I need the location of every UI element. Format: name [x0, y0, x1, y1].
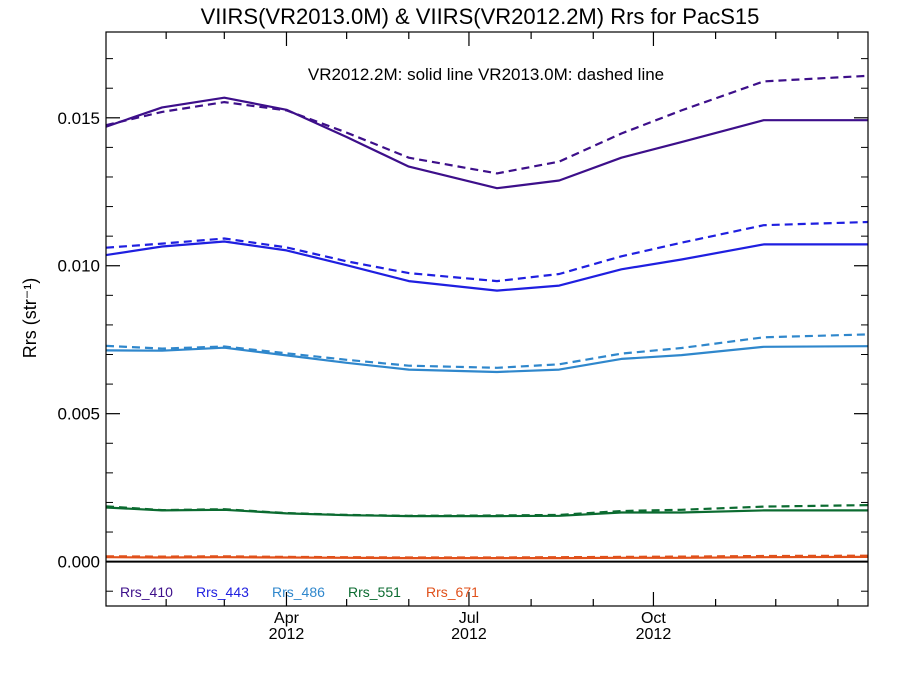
chart-legend: Rrs_410 Rrs_443 Rrs_486 Rrs_551 Rrs_671 [120, 584, 479, 600]
y-tick-label: 0.015 [57, 109, 100, 128]
series-line-rrs-486-dashed [105, 333, 869, 369]
legend-item-rrs-551: Rrs_551 [348, 584, 401, 600]
x-tick-label-year: 2012 [451, 626, 487, 643]
legend-item-rrs-486: Rrs_486 [272, 584, 325, 600]
plot-frame [105, 31, 869, 607]
x-tick-label-month: Jul [459, 610, 479, 627]
chart-title: VIIRS(VR2013.0M) & VIIRS(VR2012.2M) Rrs … [201, 4, 760, 29]
legend-item-rrs-443: Rrs_443 [196, 584, 249, 600]
x-tick-label-month: Apr [274, 610, 300, 627]
y-tick-label: 0.010 [57, 257, 100, 276]
series-line-rrs-410-dashed [105, 74, 869, 175]
y-tick-label: 0.005 [57, 405, 100, 424]
series-line-rrs-410-solid [105, 96, 868, 190]
y-axis-label: Rrs (str⁻¹) [20, 278, 40, 358]
series-line-rrs-671-dashed [105, 554, 869, 559]
x-tick-label-month: Oct [641, 610, 666, 627]
x-tick-label-year: 2012 [636, 626, 672, 643]
series-line-rrs-486-solid [105, 345, 869, 374]
legend-item-rrs-671: Rrs_671 [426, 584, 479, 600]
y-tick-label: 0.000 [57, 553, 100, 572]
x-tick-label-year: 2012 [269, 626, 305, 643]
series-line-rrs-443-dashed [105, 220, 869, 283]
chart-annotation: VR2012.2M: solid line VR2013.0M: dashed … [308, 65, 664, 84]
series-line-rrs-443-solid [105, 240, 868, 292]
series-layer [105, 74, 869, 560]
legend-item-rrs-410: Rrs_410 [120, 584, 173, 600]
axes-layer: 0.0000.0050.0100.015Apr2012Jul2012Oct201… [57, 31, 869, 643]
series-line-rrs-551-dashed [105, 504, 869, 517]
